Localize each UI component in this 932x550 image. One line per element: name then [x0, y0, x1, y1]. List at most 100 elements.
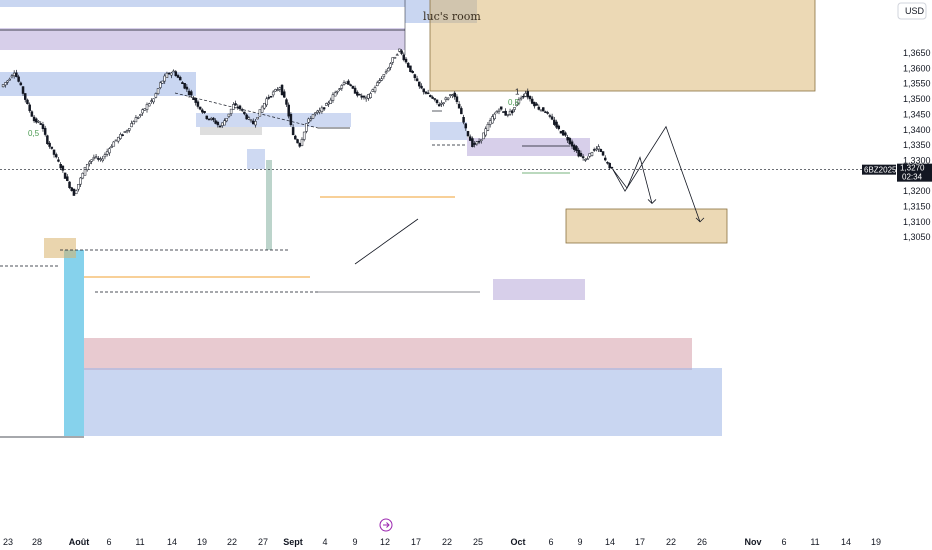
candle-bear	[592, 149, 596, 151]
candle-bear	[252, 120, 255, 125]
zone-gold-august	[44, 238, 76, 258]
candle-bear	[404, 58, 408, 63]
candle-bull	[313, 112, 317, 115]
zone-blue-left	[0, 72, 196, 96]
candle-bear	[550, 116, 554, 120]
candle-bear	[546, 112, 549, 114]
candle-bear	[52, 149, 56, 155]
candle-bull	[515, 101, 518, 106]
candle-bull	[37, 121, 40, 123]
candle-bear	[298, 143, 302, 147]
candle-bull	[513, 107, 516, 110]
zone-blue-top	[0, 0, 405, 7]
candle-bull	[172, 70, 175, 73]
candle-bull	[484, 128, 487, 136]
candle-bear	[406, 62, 410, 68]
candle-bull	[92, 157, 96, 160]
candle-bear	[358, 93, 361, 96]
candle-bear	[236, 106, 240, 109]
candle-bear	[604, 157, 607, 161]
projection-path-2	[612, 125, 701, 222]
candle-bear	[360, 95, 363, 98]
time-tick-label: 28	[32, 537, 42, 547]
candle-bear	[57, 159, 60, 162]
candle-bear	[581, 156, 585, 159]
candle-bull	[371, 89, 375, 92]
candle-bull	[274, 89, 277, 92]
candle-bear	[207, 118, 211, 121]
candle-bull	[159, 82, 162, 88]
zone-cyan-august	[64, 250, 84, 436]
candle-bull	[154, 93, 158, 98]
candle-bull	[6, 80, 9, 83]
candle-bull	[258, 109, 262, 117]
candle-bear	[418, 81, 421, 87]
zone-purple-top	[0, 28, 405, 50]
candle-bear	[530, 98, 534, 104]
candle-bull	[519, 97, 523, 100]
time-tick-label: 19	[197, 537, 207, 547]
line-dashed-diag	[174, 92, 319, 129]
candle-bear	[26, 99, 29, 105]
candle-bull	[163, 75, 166, 82]
time-tick-label: 6	[106, 537, 111, 547]
candle-bear	[216, 121, 220, 126]
candle-bull	[94, 156, 98, 158]
candle-bear	[579, 152, 583, 157]
zone-grey-small	[200, 127, 262, 135]
price-tick-label: 1,3650	[903, 48, 931, 58]
candle-bear	[535, 103, 538, 106]
candle-bull	[344, 81, 348, 84]
candle-bull	[389, 63, 392, 68]
candle-bull	[229, 108, 233, 114]
candle-bear	[528, 96, 532, 100]
candle-bull	[116, 137, 120, 142]
candle-bear	[322, 107, 326, 110]
candle-bear	[32, 116, 36, 122]
time-tick-label: 11	[810, 537, 819, 547]
symbol-tag	[862, 164, 896, 175]
price-axis-panel[interactable]	[896, 0, 932, 550]
zone-layer	[0, 0, 816, 436]
price-tag-countdown: 02:34	[902, 173, 923, 182]
price-tick-label: 1,3550	[903, 79, 931, 89]
candle-bull	[369, 93, 372, 98]
fib-level-label: 0,5	[508, 98, 520, 107]
candle-bull	[325, 103, 328, 106]
candle-bull	[446, 97, 450, 100]
candle-bull	[8, 78, 11, 81]
time-axis-panel[interactable]	[0, 532, 896, 550]
candle-bull	[249, 119, 253, 122]
candle-bull	[517, 99, 521, 104]
candle-bear	[568, 138, 572, 145]
candle-bear	[429, 95, 432, 98]
fib-level-label: 1	[515, 87, 520, 96]
candle-bull	[123, 131, 127, 133]
candle-bull	[320, 107, 324, 112]
candle-bear	[468, 136, 472, 141]
candle-bear	[50, 146, 54, 149]
line-trend-sept	[354, 218, 419, 265]
projection-layer	[612, 125, 705, 223]
currency-button[interactable]	[897, 2, 927, 20]
price-tick-label: 1,3300	[903, 155, 931, 165]
candle-bear	[413, 74, 417, 79]
candle-bull	[300, 139, 304, 146]
candle-bull	[152, 98, 155, 103]
candle-bear	[473, 143, 476, 145]
candle-bear	[409, 65, 412, 72]
candle-bull	[145, 104, 149, 110]
candle-bear	[566, 136, 569, 141]
time-tick-label: 6	[781, 537, 786, 547]
candle-bull	[139, 114, 142, 116]
candle-bear	[72, 188, 76, 196]
candle-bull	[101, 158, 104, 161]
candle-bear	[573, 144, 576, 150]
time-tick-label: 9	[577, 537, 582, 547]
candle-bull	[265, 98, 268, 106]
zone-gold-top	[430, 0, 815, 91]
zone-gold-oct	[566, 209, 727, 243]
zone-purple-low	[493, 279, 585, 300]
candle-bull	[130, 123, 133, 128]
